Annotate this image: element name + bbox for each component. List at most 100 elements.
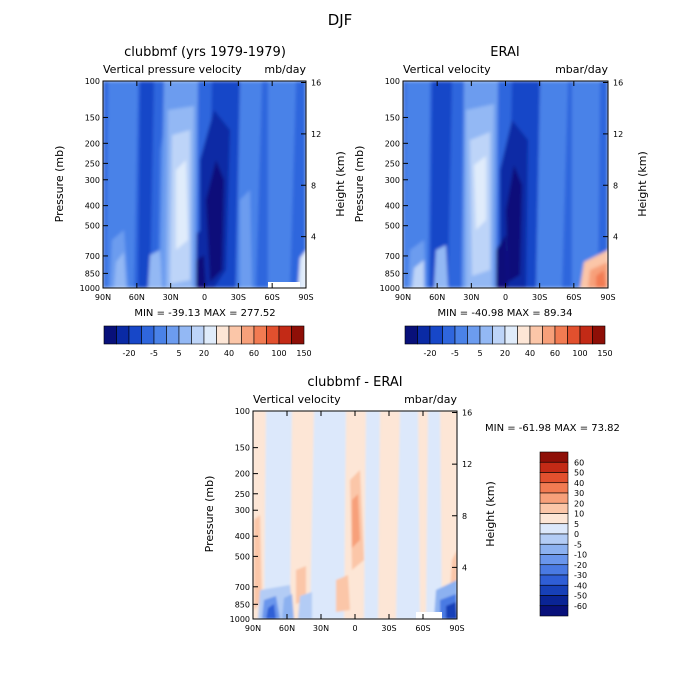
panel-subtitle-left: Vertical velocity xyxy=(403,63,491,76)
colorbar-swatch xyxy=(128,325,142,345)
x-tick-label: 60N xyxy=(129,293,145,302)
panel-title: clubbmf - ERAI xyxy=(307,375,402,390)
x-tick-label: 0 xyxy=(202,293,207,302)
y-tick-label: 1000 xyxy=(380,284,400,293)
colorbar-swatch xyxy=(579,325,593,345)
colorbar-swatch xyxy=(539,492,569,504)
colorbar-swatch xyxy=(178,325,192,345)
colorbar-label: 60 xyxy=(550,349,560,358)
x-tick-label: 60N xyxy=(429,293,445,302)
y2-tick-label: 8 xyxy=(613,181,618,190)
colorbar-label: 40 xyxy=(525,349,535,358)
colorbar-label: 10 xyxy=(574,510,584,519)
y-tick-label: 100 xyxy=(385,77,400,86)
contour-field xyxy=(403,81,608,288)
y-axis-label: Pressure (mb) xyxy=(353,146,366,223)
colorbar-swatch xyxy=(191,325,205,345)
colorbar-swatch xyxy=(539,533,569,545)
y-tick-label: 250 xyxy=(85,159,100,168)
y-tick-label: 150 xyxy=(235,444,250,453)
colorbar-swatch xyxy=(417,325,431,345)
y2-tick-label: 12 xyxy=(311,130,321,139)
x-tick-label: 90S xyxy=(298,293,313,302)
x-tick-label: 30N xyxy=(463,293,479,302)
colorbar-swatch xyxy=(116,325,130,345)
y2-tick-label: 8 xyxy=(462,512,467,521)
y-tick-label: 700 xyxy=(85,252,100,261)
y-tick-label: 1000 xyxy=(80,284,100,293)
colorbar-swatch xyxy=(517,325,531,345)
colorbar-swatch xyxy=(539,595,569,607)
y-tick-label: 300 xyxy=(385,176,400,185)
y-tick-label: 850 xyxy=(385,269,400,278)
colorbar-label: 5 xyxy=(176,349,181,358)
y-tick-label: 150 xyxy=(385,113,400,122)
colorbar-label: -20 xyxy=(122,349,135,358)
x-tick-label: 60S xyxy=(566,293,581,302)
colorbar-swatch xyxy=(539,482,569,494)
y2-tick-label: 8 xyxy=(311,181,316,190)
colorbar-label: -20 xyxy=(574,561,587,570)
y-tick-label: 300 xyxy=(85,176,100,185)
colorbar-swatch xyxy=(404,325,418,345)
min-max-stats: MIN = -40.98 MAX = 89.34 xyxy=(438,308,573,319)
colorbar-swatch xyxy=(253,325,267,345)
contour-field xyxy=(253,411,457,619)
panel-subtitle-right: mbar/day xyxy=(555,63,608,76)
colorbar-swatch xyxy=(539,574,569,586)
colorbar-swatch xyxy=(539,554,569,566)
colorbar-label: 150 xyxy=(597,349,612,358)
y-tick-label: 100 xyxy=(235,407,250,416)
colorbar: -20 -5 5 20 40 60 100 150 xyxy=(404,325,613,358)
y-tick-label: 500 xyxy=(235,552,250,561)
x-tick-label: 30S xyxy=(381,624,396,633)
colorbar-label: -60 xyxy=(574,602,587,611)
colorbar-label: 40 xyxy=(224,349,234,358)
colorbar-swatch xyxy=(539,564,569,576)
y-axis-label: Pressure (mb) xyxy=(203,476,216,553)
y-tick-label: 250 xyxy=(385,159,400,168)
colorbar-swatch xyxy=(228,325,242,345)
colorbar-label: 20 xyxy=(199,349,209,358)
colorbar-swatch xyxy=(266,325,280,345)
colorbar-label: 30 xyxy=(574,489,584,498)
panel-title: clubbmf (yrs 1979-1979) xyxy=(124,45,286,60)
y-tick-label: 250 xyxy=(235,490,250,499)
panel-clubbmf: clubbmf (yrs 1979-1979) Vertical pressur… xyxy=(53,45,347,358)
x-tick-label: 30N xyxy=(163,293,179,302)
colorbar-swatch xyxy=(539,461,569,473)
y2-axis-label: Height (km) xyxy=(484,481,497,547)
y-tick-label: 500 xyxy=(85,222,100,231)
colorbar-label: 100 xyxy=(572,349,587,358)
colorbar-swatch xyxy=(166,325,180,345)
y2-tick-label: 12 xyxy=(613,130,623,139)
colorbar-swatch xyxy=(278,325,292,345)
y-tick-label: 200 xyxy=(85,139,100,148)
colorbar-label: 50 xyxy=(574,469,584,478)
y2-tick-label: 16 xyxy=(311,79,321,88)
colorbar-swatch xyxy=(539,451,569,463)
colorbar-swatch xyxy=(291,325,305,345)
y-tick-label: 100 xyxy=(85,77,100,86)
colorbar-label: -50 xyxy=(574,592,587,601)
colorbar-swatch xyxy=(567,325,581,345)
x-tick-label: 0 xyxy=(352,624,357,633)
colorbar-label: -40 xyxy=(574,581,587,590)
colorbar-swatch xyxy=(529,325,543,345)
x-tick-label: 30S xyxy=(532,293,547,302)
colorbar-label: 150 xyxy=(296,349,311,358)
colorbar-swatch xyxy=(504,325,518,345)
panel-difference: clubbmf - ERAI Vertical velocity mbar/da… xyxy=(203,375,620,633)
colorbar-swatch xyxy=(429,325,443,345)
y-tick-label: 850 xyxy=(85,269,100,278)
y2-tick-label: 12 xyxy=(462,460,472,469)
colorbar-swatch xyxy=(442,325,456,345)
x-tick-label: 90S xyxy=(600,293,615,302)
x-tick-label: 90N xyxy=(395,293,411,302)
colorbar-swatch xyxy=(542,325,556,345)
colorbar-swatch xyxy=(539,605,569,617)
colorbar-label: 100 xyxy=(271,349,286,358)
